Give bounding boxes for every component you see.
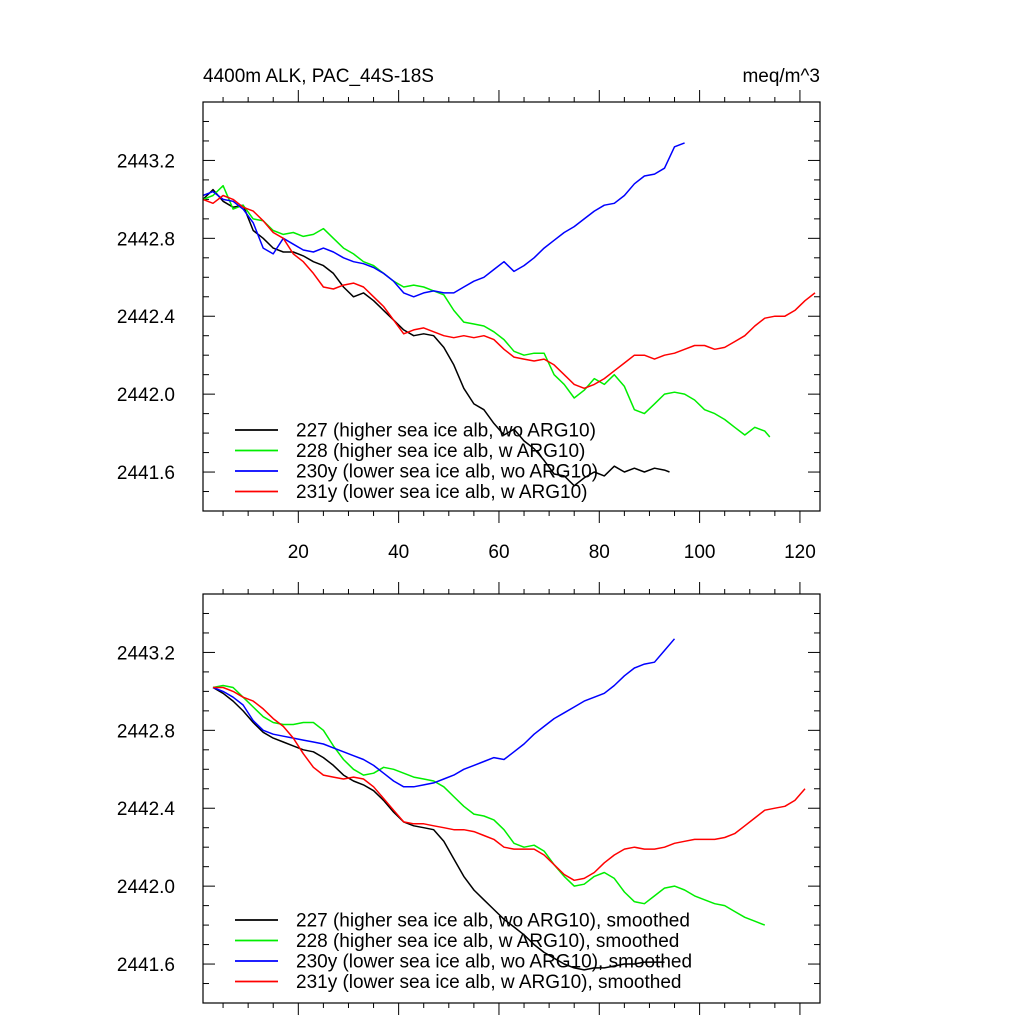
top-panel-axes: 20 40 60 80 100 120 2441.6 2442.0 2442.4 2442.8 24…: [117, 90, 820, 563]
bottom-y-tick-label: 2442.8: [117, 721, 175, 742]
bottom-panel-series: [212, 638, 806, 971]
top-legend-label-1: 228 (higher sea ice alb, w ARG10): [296, 441, 585, 462]
top-x-tick-label: 80: [589, 542, 610, 563]
bottom-legend-label-3: 231y (lower sea ice alb, w ARG10), smoot…: [296, 972, 681, 993]
bottom-series-line-2: [212, 638, 676, 788]
top-x-tick-label: 100: [684, 542, 716, 563]
top-panel-title-left: 4400m ALK, PAC_44S-18S: [203, 66, 434, 87]
top-x-tick-label: 20: [288, 542, 309, 563]
top-panel-frame: [202, 101, 821, 512]
bottom-series-line-0: [212, 686, 665, 971]
top-series-line-3: [202, 194, 816, 390]
top-series-line-2: [202, 142, 685, 298]
top-x-tick-label: 120: [784, 542, 816, 563]
top-y-tick-label: 2442.8: [117, 229, 175, 250]
bottom-panel-frame: [202, 593, 821, 1004]
top-x-tick-label: 60: [488, 542, 509, 563]
bottom-y-tick-label: 2442.0: [117, 877, 175, 898]
bottom-panel-axes: 2441.6 2442.0 2442.4 2442.8 2443.2: [117, 582, 820, 1015]
top-y-tick-label: 2443.2: [117, 151, 175, 172]
top-y-tick-label: 2442.0: [117, 385, 175, 406]
top-legend-label-3: 231y (lower sea ice alb, w ARG10): [296, 482, 587, 503]
bottom-panel-legend: 227 (higher sea ice alb, wo ARG10), smoo…: [235, 911, 692, 993]
top-legend-label-0: 227 (higher sea ice alb, wo ARG10): [296, 421, 596, 442]
top-x-tick-label: 40: [388, 542, 409, 563]
bottom-y-tick-label: 2443.2: [117, 643, 175, 664]
bottom-series-line-3: [213, 686, 806, 882]
top-y-tick-label: 2442.4: [117, 307, 176, 328]
bottom-panel: 2441.6 2442.0 2442.4 2442.8 2443.2 227 (high…: [117, 582, 821, 1015]
bottom-legend-label-2: 230y (lower sea ice alb, wo ARG10), smoo…: [296, 952, 692, 973]
bottom-y-tick-label: 2442.4: [117, 799, 176, 820]
top-series-line-1: [202, 184, 771, 438]
bottom-y-tick-label: 2441.6: [117, 955, 175, 976]
top-panel-series: [202, 142, 816, 487]
top-series-line-0: [202, 188, 670, 487]
bottom-series-line-1: [212, 684, 766, 926]
top-legend-label-2: 230y (lower sea ice alb, wo ARG10): [296, 462, 598, 483]
top-panel-legend: 227 (higher sea ice alb, wo ARG10)228 (h…: [235, 421, 598, 503]
top-panel-title-right: meq/m^3: [742, 66, 820, 87]
bottom-legend-label-1: 228 (higher sea ice alb, w ARG10), smoot…: [296, 931, 679, 952]
bottom-legend-label-0: 227 (higher sea ice alb, wo ARG10), smoo…: [296, 911, 690, 932]
top-panel: 4400m ALK, PAC_44S-18S meq/m^3 20 40 60 80 1…: [117, 66, 821, 563]
top-y-tick-label: 2441.6: [117, 463, 175, 484]
